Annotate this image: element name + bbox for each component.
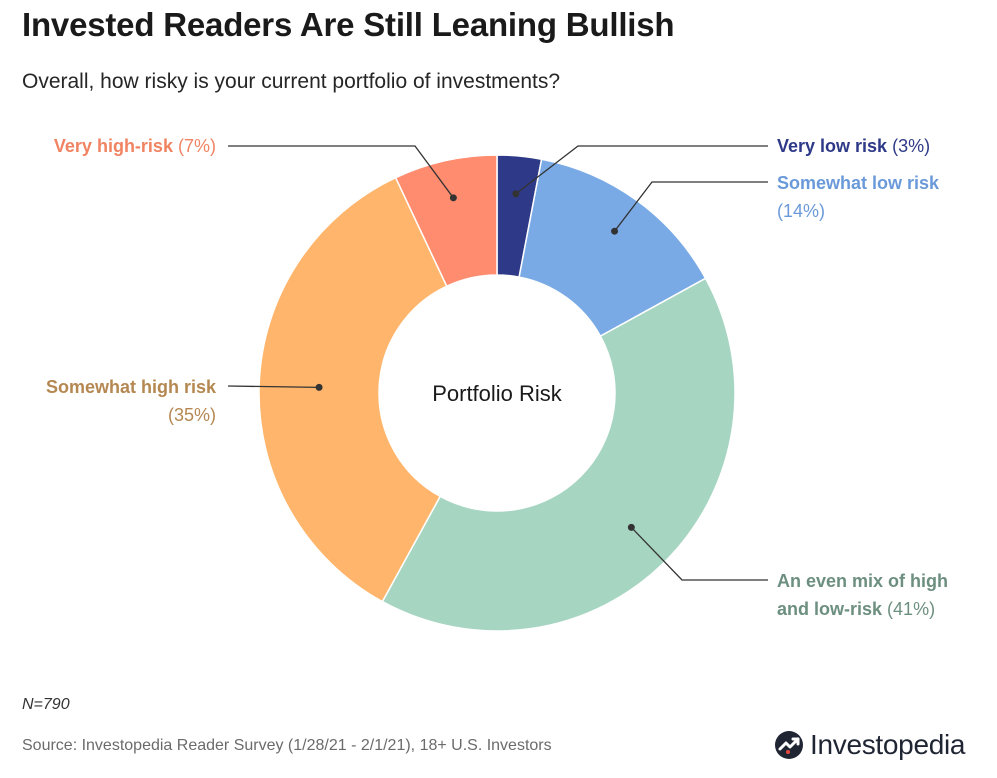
label-even-mix: An even mix of high and low-risk (41%) <box>777 567 948 623</box>
leader-line-somewhat-low-risk <box>614 181 768 232</box>
label-very-low-risk-pct: (3%) <box>892 136 931 156</box>
label-somewhat-low-risk-pct: (14%) <box>777 201 826 221</box>
leader-lines <box>227 145 768 581</box>
brand-logo: Investopedia <box>774 728 965 762</box>
leader-line-very-low-risk <box>515 145 768 195</box>
leader-dot-very-low-risk <box>512 190 520 198</box>
brand-name: Investopedia <box>810 729 966 760</box>
source-note: Source: Investopedia Reader Survey (1/28… <box>22 737 552 754</box>
leader-dot-somewhat-high-risk <box>315 383 323 391</box>
label-even-mix-line2: and low-risk <box>777 599 883 619</box>
label-very-low-risk-name: Very low risk <box>777 136 888 156</box>
sample-size-note: N=790 <box>22 696 70 713</box>
label-somewhat-high-risk-name: Somewhat high risk <box>45 377 216 397</box>
donut-chart: Portfolio Risk <box>227 145 768 632</box>
label-very-high-risk-name: Very high-risk <box>53 136 173 156</box>
leader-dot-very-high-risk <box>449 194 457 202</box>
chart-subtitle: Overall, how risky is your current portf… <box>22 70 561 93</box>
label-very-high-risk-pct: (7%) <box>177 136 216 156</box>
slice-somewhat-low-risk <box>518 158 707 338</box>
leader-line-somewhat-high-risk <box>227 385 320 389</box>
label-somewhat-low-risk-name: Somewhat low risk <box>777 173 940 193</box>
label-very-high-risk: Very high-risk (7%) <box>54 132 216 160</box>
chart-title: Invested Readers Are Still Leaning Bulli… <box>22 6 675 43</box>
label-even-mix-line1: An even mix of high <box>777 571 949 591</box>
center-label: Portfolio Risk <box>432 381 563 406</box>
investopedia-logo-icon <box>775 731 803 759</box>
label-even-mix-pct: (41%) <box>887 599 936 619</box>
slice-even-mix <box>381 277 736 632</box>
leader-line-even-mix <box>630 526 768 581</box>
slice-very-high-risk <box>394 154 498 288</box>
leader-dot-somewhat-low-risk <box>611 227 619 235</box>
slice-somewhat-high-risk <box>258 176 448 603</box>
label-somewhat-high-risk-pct: (35%) <box>167 405 216 425</box>
label-somewhat-low-risk: Somewhat low risk (14%) <box>777 169 939 225</box>
leader-dot-even-mix <box>627 523 635 531</box>
leader-line-very-high-risk <box>228 145 454 199</box>
label-very-low-risk: Very low risk (3%) <box>777 132 930 160</box>
label-somewhat-high-risk: Somewhat high risk (35%) <box>46 373 216 429</box>
